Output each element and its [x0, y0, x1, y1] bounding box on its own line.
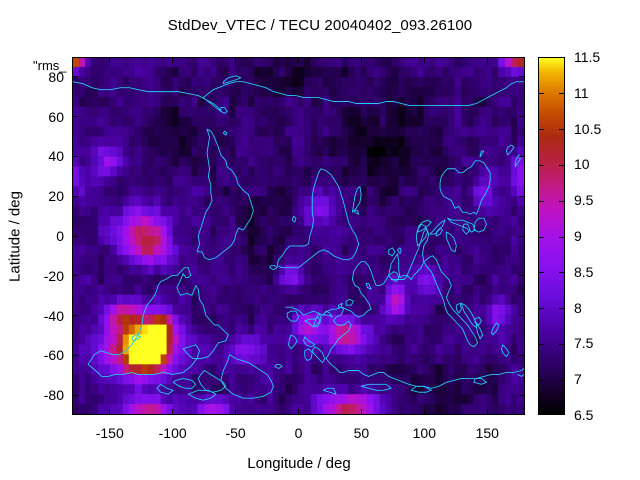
- x-tick-mark: [172, 409, 173, 415]
- y-tick-mark: [72, 275, 78, 276]
- x-tick-mark: [298, 57, 299, 63]
- y-tick-label: -20: [43, 267, 64, 284]
- y-tick-label: -60: [43, 347, 64, 364]
- x-tick-mark: [172, 57, 173, 63]
- colorbar-tick-label: 11.5: [574, 49, 601, 65]
- x-tick-label: 100: [412, 425, 437, 441]
- colorbar-tick-mark: [539, 165, 544, 166]
- y-tick-mark: [72, 236, 78, 237]
- colorbar-gradient: [539, 58, 564, 414]
- x-tick-mark: [361, 57, 362, 63]
- coastline-overlay: [73, 58, 524, 414]
- x-axis-label: Longitude / deg: [247, 455, 351, 472]
- colorbar-tick-mark: [559, 237, 564, 238]
- colorbar-tick-mark: [559, 344, 564, 345]
- y-tick-mark: [519, 315, 525, 316]
- y-tick-mark: [72, 196, 78, 197]
- y-tick-mark: [72, 76, 78, 77]
- y-tick-label: -40: [43, 307, 64, 324]
- colorbar-tick-label: 9.5: [574, 192, 594, 209]
- x-tick-label: 50: [353, 425, 370, 441]
- colorbar-tick-mark: [559, 308, 564, 309]
- y-tick-mark: [519, 395, 525, 396]
- colorbar-tick-mark: [559, 93, 564, 94]
- colorbar-tick-label: 9: [574, 228, 582, 244]
- y-tick-mark: [519, 275, 525, 276]
- x-tick-label: 0: [294, 425, 303, 441]
- x-tick-mark: [235, 57, 236, 63]
- map-plot-area: [72, 57, 525, 415]
- x-tick-mark: [424, 57, 425, 63]
- y-tick-mark: [72, 355, 78, 356]
- colorbar-tick-mark: [539, 344, 544, 345]
- colorbar: [538, 57, 565, 415]
- x-tick-label: -100: [158, 425, 187, 441]
- colorbar-tick-mark: [539, 380, 544, 381]
- x-tick-mark: [109, 409, 110, 415]
- colorbar-tick-label: 10.5: [574, 120, 602, 137]
- colorbar-tick-mark: [539, 308, 544, 309]
- colorbar-tick-label: 7: [574, 371, 582, 388]
- x-tick-label: 150: [475, 425, 499, 441]
- y-tick-label: -80: [43, 387, 64, 404]
- colorbar-tick-label: 8: [574, 299, 582, 316]
- stray-gnuplot-label: "rms_: [33, 58, 67, 73]
- y-tick-mark: [72, 116, 78, 117]
- x-tick-mark: [298, 409, 299, 415]
- colorbar-tick-mark: [539, 129, 544, 130]
- y-tick-label: 0: [56, 228, 64, 244]
- vtec-heatmap: [73, 58, 524, 414]
- colorbar-tick-label: 6.5: [574, 407, 594, 423]
- y-tick-mark: [519, 76, 525, 77]
- x-tick-label: -50: [225, 425, 246, 441]
- page-title: StdDev_VTEC / TECU 20040402_093.26100: [167, 17, 473, 34]
- x-tick-mark: [487, 409, 488, 415]
- colorbar-tick-mark: [539, 201, 544, 202]
- x-tick-mark: [424, 409, 425, 415]
- y-tick-label: 20: [48, 188, 64, 205]
- y-tick-label: 80: [48, 68, 64, 85]
- colorbar-tick-mark: [559, 272, 564, 273]
- x-tick-mark: [109, 57, 110, 63]
- y-tick-label: 40: [48, 148, 64, 165]
- y-tick-mark: [519, 116, 525, 117]
- colorbar-tick-mark: [539, 237, 544, 238]
- y-tick-mark: [72, 395, 78, 396]
- y-tick-label: 60: [48, 108, 64, 125]
- colorbar-tick-mark: [539, 93, 544, 94]
- y-tick-mark: [519, 236, 525, 237]
- colorbar-tick-label: 10: [574, 156, 590, 173]
- x-tick-mark: [235, 409, 236, 415]
- x-tick-label: -150: [95, 425, 124, 441]
- colorbar-tick-mark: [559, 380, 564, 381]
- y-axis-label: Latitude / deg: [6, 191, 24, 282]
- x-tick-mark: [487, 57, 488, 63]
- colorbar-tick-label: 7.5: [574, 335, 594, 352]
- x-tick-mark: [361, 409, 362, 415]
- y-tick-mark: [519, 156, 525, 157]
- colorbar-tick-mark: [559, 129, 564, 130]
- y-tick-mark: [72, 156, 78, 157]
- y-tick-mark: [72, 315, 78, 316]
- y-tick-mark: [519, 355, 525, 356]
- colorbar-tick-label: 8.5: [574, 263, 594, 280]
- colorbar-tick-mark: [559, 201, 564, 202]
- colorbar-tick-mark: [559, 165, 564, 166]
- colorbar-tick-mark: [539, 272, 544, 273]
- colorbar-tick-label: 11: [574, 84, 589, 101]
- y-tick-mark: [519, 196, 525, 197]
